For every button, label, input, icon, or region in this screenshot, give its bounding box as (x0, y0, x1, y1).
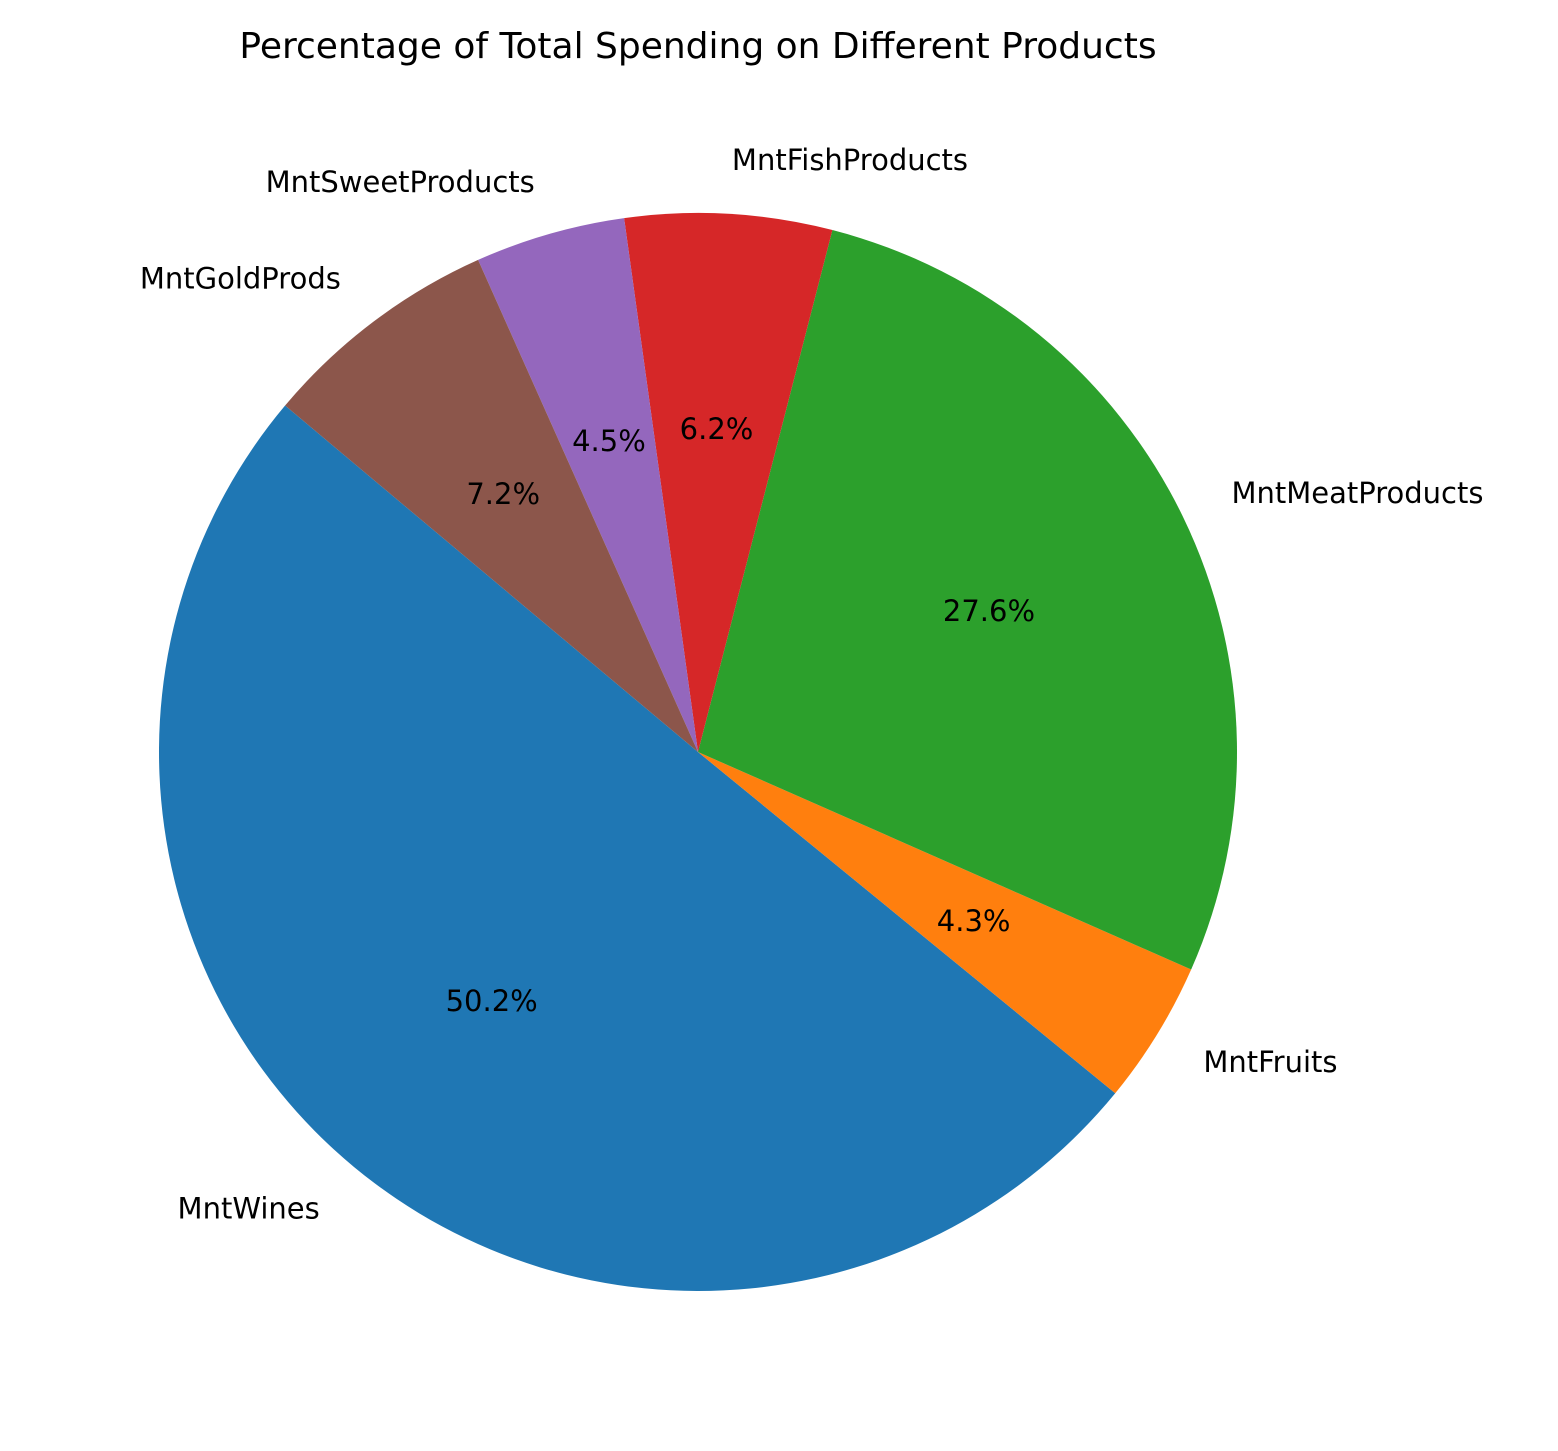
pie-slice-mntwines (158, 405, 1116, 1292)
slice-label-mntfruits: MntFruits (1203, 1045, 1337, 1079)
slice-percent-mntsweetproducts: 4.5% (572, 424, 646, 458)
pie-slice-mntgoldprods (285, 259, 698, 752)
slice-label-mntmeatproducts: MntMeatProducts (1231, 476, 1483, 510)
pie-slice-mntsweetproducts (478, 218, 698, 752)
slice-percent-mntmeatproducts: 27.6% (943, 594, 1035, 628)
slice-percent-mntgoldprods: 7.2% (466, 477, 540, 511)
slice-label-mntfishproducts: MntFishProducts (732, 143, 968, 177)
slice-label-mntwines: MntWines (178, 1192, 320, 1226)
slice-percent-mntfishproducts: 6.2% (680, 412, 754, 446)
slice-percent-mntfruits: 4.3% (937, 904, 1011, 938)
slice-label-mntsweetproducts: MntSweetProducts (266, 165, 535, 199)
chart-title: Percentage of Total Spending on Differen… (239, 26, 1156, 67)
pie-slice-mntmeatproducts (698, 230, 1237, 970)
pie: MntWines 50.2% MntFruits 4.3% MntMeatProduct… (140, 143, 1483, 1292)
pie-slice-mntfruits (698, 752, 1192, 1094)
slice-percent-mntwines: 50.2% (446, 984, 538, 1018)
pie-slice-mntfishproducts (624, 213, 833, 752)
slice-label-mntgoldprods: MntGoldProds (140, 262, 341, 296)
